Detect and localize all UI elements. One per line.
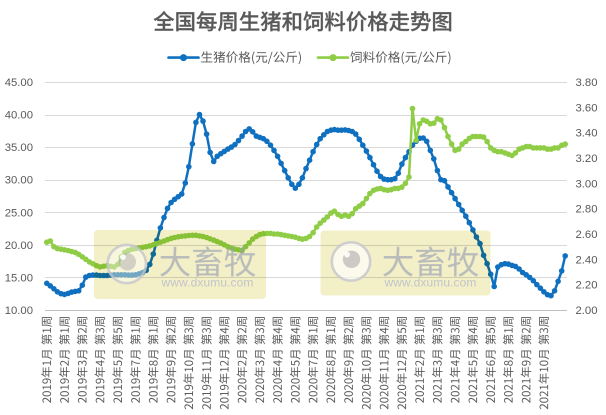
svg-text:3.20: 3.20 bbox=[576, 153, 598, 165]
svg-text:3.60: 3.60 bbox=[576, 102, 598, 114]
svg-text:20.00: 20.00 bbox=[5, 240, 33, 252]
svg-text:40.00: 40.00 bbox=[5, 110, 33, 122]
svg-text:3.00: 3.00 bbox=[576, 178, 598, 190]
svg-text:35.00: 35.00 bbox=[5, 142, 33, 154]
svg-text:3.80: 3.80 bbox=[576, 77, 598, 89]
svg-text:www.dxumu.com: www.dxumu.com bbox=[384, 276, 477, 290]
svg-text:15.00: 15.00 bbox=[5, 272, 33, 284]
svg-text:2.20: 2.20 bbox=[576, 280, 598, 292]
svg-text:10.00: 10.00 bbox=[5, 305, 33, 317]
svg-text:45.00: 45.00 bbox=[5, 77, 33, 89]
svg-text:2.60: 2.60 bbox=[576, 229, 598, 241]
svg-text:30.00: 30.00 bbox=[5, 175, 33, 187]
svg-text:2.80: 2.80 bbox=[576, 204, 598, 216]
svg-text:www.dxumu.com: www.dxumu.com bbox=[161, 276, 254, 290]
svg-text:2.00: 2.00 bbox=[576, 305, 598, 317]
svg-text:3.40: 3.40 bbox=[576, 128, 598, 140]
svg-text:25.00: 25.00 bbox=[5, 207, 33, 219]
svg-text:2.40: 2.40 bbox=[576, 254, 598, 266]
